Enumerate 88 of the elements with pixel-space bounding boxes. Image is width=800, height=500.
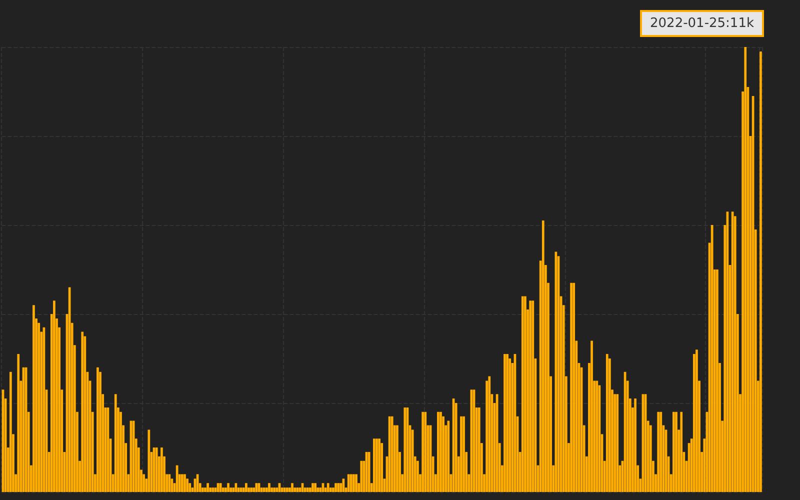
bar [529, 300, 532, 492]
bar [81, 332, 84, 492]
bar [696, 350, 698, 492]
bar [390, 416, 394, 492]
bar [355, 474, 358, 492]
bar [710, 225, 714, 492]
bar [660, 412, 662, 492]
bar [206, 483, 209, 492]
bar [657, 412, 660, 492]
bar [437, 412, 440, 492]
bar [160, 448, 163, 492]
bar [227, 483, 230, 492]
bar [649, 425, 652, 492]
bar [396, 425, 398, 492]
bar [347, 474, 350, 492]
bar [524, 296, 526, 492]
bar [411, 430, 414, 492]
bar [404, 407, 406, 492]
bar [424, 412, 427, 492]
bar [488, 376, 491, 492]
bar [521, 296, 524, 492]
bar [760, 51, 762, 492]
bar [634, 398, 636, 492]
bar [53, 300, 56, 492]
bar [606, 354, 608, 492]
bar [296, 488, 299, 492]
bar [675, 412, 678, 492]
bar [486, 380, 488, 492]
bar [262, 488, 266, 492]
bar [181, 474, 184, 492]
bar [672, 412, 675, 492]
bar [506, 354, 508, 492]
bar [373, 438, 376, 492]
bar [376, 438, 378, 492]
bar [460, 416, 462, 492]
bar [422, 412, 424, 492]
bar [478, 407, 480, 492]
bar [10, 372, 12, 492]
bar [168, 474, 171, 492]
bar [744, 47, 747, 492]
bar [99, 372, 102, 492]
bar [245, 483, 248, 492]
bar [590, 340, 593, 492]
bar [572, 282, 576, 492]
bar [570, 282, 572, 492]
text: 2022-01-25:11k [650, 16, 754, 31]
bar [542, 220, 544, 492]
bar [360, 460, 363, 492]
bar [291, 483, 294, 492]
bar [32, 305, 35, 492]
bar [532, 300, 534, 492]
bar [250, 488, 252, 492]
bar [120, 412, 122, 492]
bar [447, 420, 450, 492]
bar [616, 394, 619, 492]
bar [148, 430, 150, 492]
bar [716, 270, 718, 492]
bar [416, 460, 419, 492]
bar [462, 416, 465, 492]
bar [312, 483, 314, 492]
bar [286, 488, 288, 492]
bar [114, 394, 117, 492]
bar [442, 416, 444, 492]
bar [504, 354, 506, 492]
bar [680, 412, 683, 492]
bar [212, 488, 214, 492]
bar [334, 483, 337, 492]
bar [378, 438, 380, 492]
bar [352, 474, 355, 492]
bar [268, 483, 270, 492]
bar [596, 380, 598, 492]
bar [84, 336, 86, 492]
bar [17, 354, 20, 492]
bar [184, 474, 186, 492]
bar [273, 488, 276, 492]
bar [337, 483, 340, 492]
bar [155, 448, 158, 492]
bar [219, 483, 222, 492]
bar [255, 483, 258, 492]
bar [326, 483, 330, 492]
bar [283, 488, 286, 492]
bar [142, 474, 145, 492]
bar [350, 474, 352, 492]
bar [314, 483, 316, 492]
bar [96, 367, 99, 492]
bar [38, 322, 40, 492]
bar [306, 488, 309, 492]
bar [440, 412, 442, 492]
